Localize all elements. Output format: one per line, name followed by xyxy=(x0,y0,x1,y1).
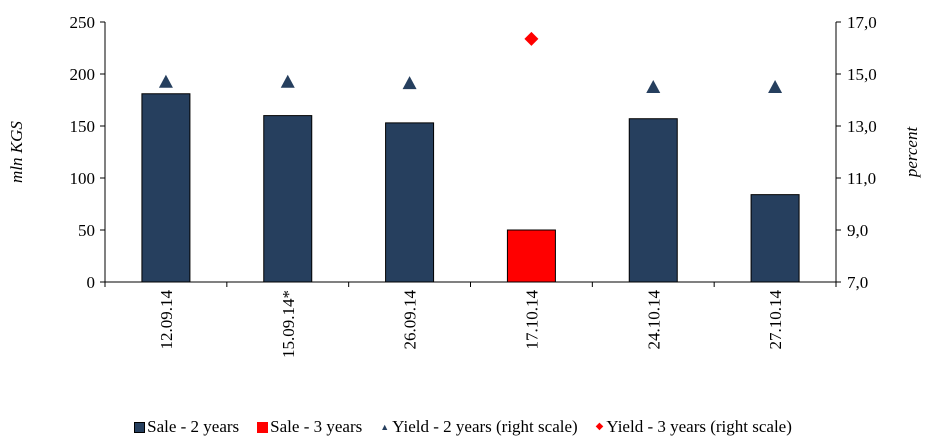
x-category-label: 17.10.14 xyxy=(522,290,541,350)
yield-2-years-marker xyxy=(281,75,295,88)
x-category-label: 27.10.14 xyxy=(766,290,785,350)
bar xyxy=(751,195,799,282)
left-tick-label: 100 xyxy=(70,169,96,188)
x-category-label: 24.10.14 xyxy=(644,290,663,350)
right-tick-label: 17,0 xyxy=(847,13,877,32)
yield-2-years-marker xyxy=(159,75,173,88)
x-category-label: 26.09.14 xyxy=(401,290,420,350)
legend-item-sale-2-years: Sale - 2 years xyxy=(134,417,239,437)
bar xyxy=(629,119,677,282)
legend-label-sale-3-years: Sale - 3 years xyxy=(270,417,362,437)
bars xyxy=(142,94,799,282)
left-tick-label: 50 xyxy=(78,221,95,240)
x-category-label: 12.09.14 xyxy=(157,290,176,350)
legend-item-sale-3-years: Sale - 3 years xyxy=(257,417,362,437)
yield-3-years-marker xyxy=(524,32,538,46)
right-tick-label: 13,0 xyxy=(847,117,877,136)
legend-swatch-sale-3-years xyxy=(257,422,268,433)
legend-diamond-icon: ◆ xyxy=(596,422,604,432)
yield-2-years-marker xyxy=(646,80,660,93)
legend-swatch-sale-2-years xyxy=(134,422,145,433)
right-tick-label: 11,0 xyxy=(847,169,876,188)
right-tick-label: 7,0 xyxy=(847,273,868,292)
x-category-label: 15.09.14* xyxy=(279,290,298,358)
left-axis-title: mln KGS xyxy=(7,121,26,183)
legend-item-yield-3-years: ◆ Yield - 3 years (right scale) xyxy=(596,417,792,437)
legend: Sale - 2 years Sale - 3 years ▲ Yield - … xyxy=(0,416,926,438)
legend-item-yield-2-years: ▲ Yield - 2 years (right scale) xyxy=(380,417,577,437)
bar xyxy=(264,116,312,282)
right-axis-title: percent xyxy=(902,126,921,179)
bar xyxy=(386,123,434,282)
yield-2-years-marker xyxy=(768,80,782,93)
right-tick-label: 9,0 xyxy=(847,221,868,240)
right-tick-label: 15,0 xyxy=(847,65,877,84)
left-tick-label: 150 xyxy=(70,117,96,136)
legend-label-sale-2-years: Sale - 2 years xyxy=(147,417,239,437)
yield-2-years-marker xyxy=(403,76,417,89)
left-tick-label: 0 xyxy=(87,273,96,292)
left-tick-label: 200 xyxy=(70,65,96,84)
bar xyxy=(142,94,190,282)
axes xyxy=(100,22,841,287)
bar xyxy=(507,230,555,282)
legend-triangle-icon: ▲ xyxy=(380,423,389,432)
left-tick-label: 250 xyxy=(70,13,96,32)
chart: 0 50 100 150 200 250 7,0 9,0 11,0 13,0 15,0 17,0 12.… xyxy=(0,0,926,415)
markers xyxy=(159,32,782,93)
legend-label-yield-3-years: Yield - 3 years (right scale) xyxy=(606,417,792,437)
legend-label-yield-2-years: Yield - 2 years (right scale) xyxy=(392,417,578,437)
